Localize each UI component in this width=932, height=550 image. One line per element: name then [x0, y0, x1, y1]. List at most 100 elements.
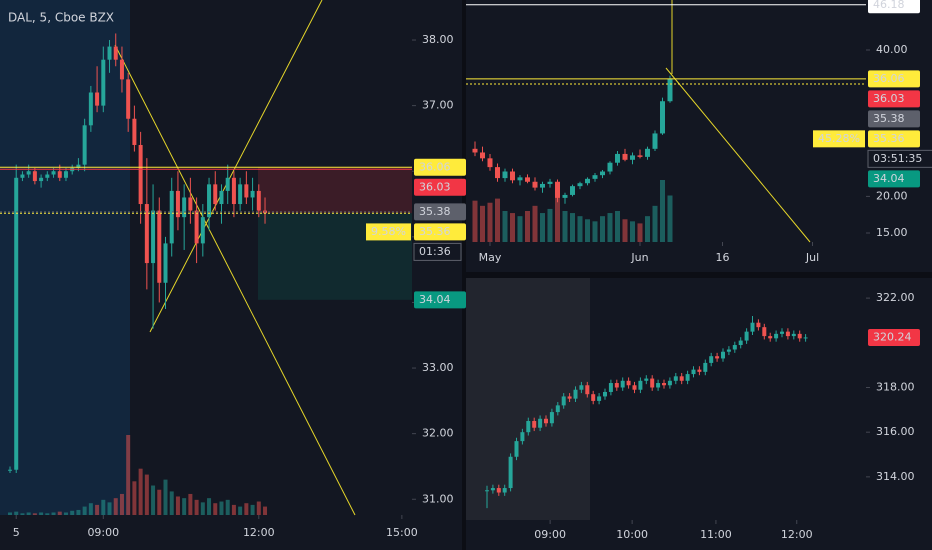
candle-body	[163, 243, 168, 283]
volume-bar	[250, 504, 255, 515]
volume-bar	[57, 511, 62, 515]
volume-bar	[263, 506, 268, 515]
trend-line	[665, 67, 811, 243]
volume-bar	[637, 223, 643, 242]
x-tick-label: 09:00	[534, 528, 566, 541]
candle-body	[738, 340, 743, 346]
y-tick-label: 32.00	[422, 427, 454, 440]
candle-body	[532, 421, 537, 428]
price-label-box	[414, 178, 466, 196]
candle-body	[188, 197, 193, 211]
volume-bar	[51, 512, 56, 515]
y-tick-label: 322.00	[876, 291, 915, 304]
volume-bar	[82, 506, 87, 515]
candle-body	[520, 432, 525, 442]
candle-body	[750, 322, 755, 332]
candle-body	[508, 456, 513, 489]
x-tick-label: May	[479, 251, 502, 264]
candle-body	[514, 441, 519, 457]
volume-bar	[63, 512, 68, 515]
candle-body	[256, 190, 261, 211]
volume-bar	[76, 509, 81, 515]
candle-body	[603, 391, 607, 397]
candle-body	[547, 181, 553, 184]
candle-body	[721, 351, 725, 359]
candle-body	[502, 171, 508, 179]
price-label: 36.03	[873, 92, 905, 105]
candle-body	[472, 148, 478, 153]
candle-body	[95, 92, 100, 106]
candle-body	[567, 396, 572, 399]
candle-body	[585, 178, 590, 184]
y-tick-label: 33.00	[422, 361, 454, 374]
candle-body	[597, 396, 602, 401]
drawings	[114, 0, 811, 516]
candle-body	[26, 171, 31, 175]
candle-body	[797, 333, 802, 339]
volume-bar	[231, 504, 236, 515]
volume-bar	[225, 499, 230, 515]
candle-body	[32, 171, 37, 182]
candle-body	[76, 164, 81, 168]
candle-body	[113, 46, 118, 60]
candle-body	[231, 177, 236, 205]
candle-body	[638, 380, 643, 390]
volume-bar	[200, 502, 205, 515]
candle-body	[219, 190, 224, 205]
candle-body	[608, 383, 613, 392]
volume-bar	[600, 216, 605, 242]
candle-body	[726, 349, 731, 352]
candle-body	[715, 356, 720, 359]
candle-body	[51, 171, 56, 175]
candle-body	[744, 331, 749, 341]
price-label-box	[868, 0, 920, 14]
candle-body	[88, 92, 93, 126]
candle-body	[656, 383, 661, 388]
risk-zone	[258, 167, 412, 214]
price-label: 46.18	[873, 0, 905, 11]
volume-bar	[70, 510, 75, 515]
candle-body	[592, 175, 598, 179]
volume-bar	[256, 501, 261, 515]
volume-bar	[660, 180, 665, 242]
candle-body	[732, 345, 737, 350]
candle-body	[561, 396, 566, 406]
candle-body	[485, 490, 489, 492]
candle-body	[169, 190, 174, 244]
volume-bar	[562, 211, 568, 242]
volume-bar	[95, 504, 100, 515]
candle-body	[549, 412, 554, 424]
candle-body	[495, 167, 500, 179]
price-label-box	[868, 110, 920, 128]
candle-body	[591, 394, 596, 401]
candle-body	[57, 171, 62, 178]
volume-bar	[547, 208, 553, 242]
price-label-box	[868, 130, 920, 148]
volume-bar	[555, 195, 560, 242]
volume-bar	[101, 499, 106, 515]
volume-bar	[113, 498, 118, 515]
volume-bar	[119, 493, 124, 515]
volume-bar	[510, 213, 515, 242]
volume-bar	[207, 498, 212, 515]
volume-bar	[107, 502, 112, 515]
candle-body	[126, 79, 131, 119]
candle-body	[250, 190, 255, 198]
volume-bar	[517, 216, 523, 242]
y-tick-label: 20.00	[876, 189, 908, 202]
candle-body	[679, 376, 684, 381]
candle-body	[555, 405, 560, 413]
volume-bar	[615, 211, 620, 242]
volume-bar	[169, 491, 174, 515]
volume-bar	[607, 213, 613, 242]
volume-bar	[667, 195, 673, 242]
price-label-box	[414, 291, 466, 309]
candle-body	[502, 488, 507, 493]
x-tick-label: 12:00	[781, 528, 813, 541]
volume-bar	[577, 216, 583, 242]
candle-body	[579, 385, 584, 390]
candle-body	[685, 374, 690, 381]
candle-body	[20, 174, 25, 178]
candle-body	[151, 210, 156, 264]
